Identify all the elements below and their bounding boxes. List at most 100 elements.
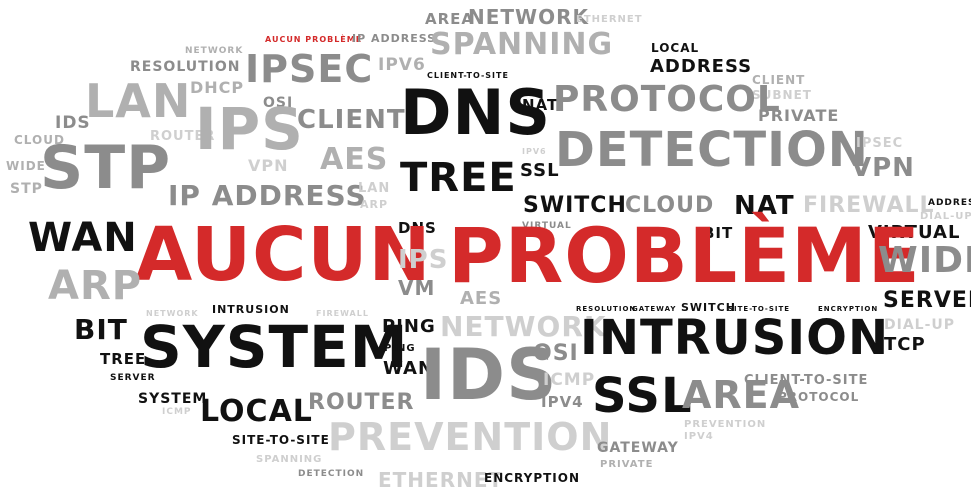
word-virtual: VIRTUAL bbox=[868, 222, 961, 243]
word-system-large: SYSTEM bbox=[140, 313, 409, 381]
word-ssl-large: SSL bbox=[592, 368, 693, 424]
word-ip-address-medium: IP ADDRESS bbox=[168, 179, 367, 212]
word-dns-small: DNS bbox=[398, 219, 437, 237]
word-gateway-small: GATEWAY bbox=[632, 305, 677, 313]
word-osi: OSI bbox=[263, 95, 294, 111]
word-dns-large: DNS bbox=[400, 76, 552, 149]
word-local-large: LOCAL bbox=[200, 394, 313, 429]
word-aucun-probleme-small: AUCUN PROBLÈME bbox=[265, 35, 363, 44]
word-ips: IPS bbox=[195, 95, 304, 163]
word-site-to-site-tiny: SITE-TO-SITE bbox=[728, 305, 791, 313]
word-ip-address: IP ADDRESS bbox=[352, 32, 437, 45]
word-ping: PiNG bbox=[382, 316, 436, 337]
word-arp-small: ARP bbox=[360, 198, 389, 211]
word-stp-small: STP bbox=[10, 181, 43, 197]
word-encryption-tiny: ENCRYPTION bbox=[818, 305, 879, 313]
word-detection-large: DETECTION bbox=[555, 122, 869, 178]
word-ssl-small: SSL bbox=[520, 160, 560, 181]
word-detection-small: DETECTION bbox=[298, 469, 365, 479]
word-osi-medium: OSI bbox=[533, 341, 579, 366]
word-spanning: SPANNING bbox=[430, 27, 614, 62]
word-switch-small: SWITCH bbox=[681, 301, 736, 314]
word-cloud: CLOUD bbox=[625, 193, 715, 218]
word-tree-small: TREE bbox=[100, 350, 147, 368]
word-resolution: RESOLUTION bbox=[130, 59, 241, 75]
word-ipv4-small: IPV4 bbox=[684, 431, 714, 442]
word-vm: VM bbox=[398, 276, 436, 300]
word-ipsec-small: IPSEC bbox=[856, 136, 904, 151]
word-bit-small: BiT bbox=[703, 224, 734, 242]
word-wide-small: WIDE bbox=[6, 159, 46, 173]
word-aucun: AUCUN bbox=[135, 212, 432, 298]
word-network-medium: NETWORK bbox=[440, 310, 607, 343]
word-server-small: SERVER bbox=[110, 373, 156, 383]
word-vpn: VPN bbox=[851, 153, 915, 183]
word-cloud-small: CLOUD bbox=[14, 133, 65, 147]
word-resolution-small: RESOLUTION bbox=[576, 305, 637, 313]
word-area: AREA bbox=[425, 10, 475, 28]
word-network-small: NETWORK bbox=[185, 46, 244, 56]
word-icmp: ICMP bbox=[543, 370, 596, 390]
word-wan-large: WAN bbox=[28, 215, 138, 261]
word-vpn-small: VPN bbox=[248, 156, 289, 175]
word-tcp: TCP bbox=[884, 334, 926, 355]
word-subnet: SUBNET bbox=[752, 88, 812, 102]
word-lan-small: LAN bbox=[358, 181, 391, 196]
word-client-to-site: CLIENT-TO-SITE bbox=[427, 71, 509, 80]
word-intrusion-large: INTRUSION bbox=[580, 310, 890, 366]
word-intrusion-small: INTRUSION bbox=[212, 303, 290, 316]
word-ipv6-small: IPV6 bbox=[522, 147, 547, 156]
word-ipsec: IPSEC bbox=[245, 47, 374, 91]
word-bit: BiT bbox=[74, 313, 128, 346]
word-area-large: AREA bbox=[682, 373, 801, 417]
word-tree-large: TREE bbox=[400, 155, 517, 201]
word-stp-large: STP bbox=[40, 133, 172, 203]
word-ping-small: PiNG bbox=[384, 343, 416, 354]
word-ipv4: IPV4 bbox=[541, 393, 584, 411]
word-aes-small: AES bbox=[460, 288, 503, 309]
word-dial-up: DIAL-UP bbox=[884, 317, 956, 333]
word-ids-large: IDS bbox=[420, 334, 558, 416]
word-icmp-small: ICMP bbox=[162, 407, 192, 417]
word-router: ROUTER bbox=[308, 390, 415, 415]
word-dhcp: DHCP bbox=[190, 78, 245, 97]
word-nat: NAT bbox=[522, 96, 559, 114]
word-network-tiny: NETWORK bbox=[146, 309, 199, 318]
word-ipv6: IPV6 bbox=[378, 55, 426, 75]
word-local: LOCAL bbox=[651, 41, 700, 55]
word-ethernet-medium: ETHERNET bbox=[378, 468, 504, 492]
word-wide: WiDE bbox=[878, 240, 971, 281]
word-lan: LAN bbox=[85, 74, 192, 128]
word-client: CLIENT bbox=[752, 73, 806, 87]
word-prevention-large: PREVENTION bbox=[328, 415, 613, 459]
word-aes: AES bbox=[320, 142, 389, 177]
word-private-small: PRIVATE bbox=[600, 459, 654, 470]
word-switch: SWITCH bbox=[523, 193, 627, 218]
word-ids-small: IDS bbox=[55, 113, 91, 133]
word-network: NETWORK bbox=[468, 5, 590, 29]
word-router-small: ROUTER bbox=[150, 129, 216, 144]
word-client-to-site: CLIENT-TO-SITE bbox=[744, 373, 869, 388]
word-ethernet: ETHERNET bbox=[576, 14, 643, 25]
word-firewall-small: FIREWALL bbox=[316, 309, 369, 318]
word-nat-medium: NAT bbox=[734, 191, 795, 221]
word-address: ADDRESS bbox=[650, 56, 753, 77]
word-firewall: FIREWALL bbox=[803, 193, 935, 218]
word-virtual-small: VIRTUAL bbox=[522, 221, 572, 231]
word-dial-up-small: DIAL-UP bbox=[920, 211, 971, 222]
word-spanning-small: SPANNING bbox=[256, 454, 323, 465]
word-encryption: ENCRYPTION bbox=[484, 471, 581, 485]
word-arp: ARP bbox=[48, 263, 143, 309]
word-probleme: PROBLÈME bbox=[448, 211, 921, 300]
word-client-medium: CLIENT bbox=[297, 105, 406, 135]
word-site-to-site: SITE-TO-SITE bbox=[232, 433, 330, 447]
word-ips-small: IPS bbox=[398, 245, 449, 275]
word-protocol: PROTOCOL bbox=[553, 79, 781, 120]
word-private: PRIVATE bbox=[758, 106, 840, 125]
word-wan: WAN bbox=[383, 358, 435, 379]
word-server: SERVER bbox=[883, 288, 971, 313]
word-gateway: GATEWAY bbox=[597, 440, 679, 456]
word-system-small: SYSTEM bbox=[138, 391, 208, 407]
word-protocol-small: PROTOCOL bbox=[778, 390, 860, 404]
